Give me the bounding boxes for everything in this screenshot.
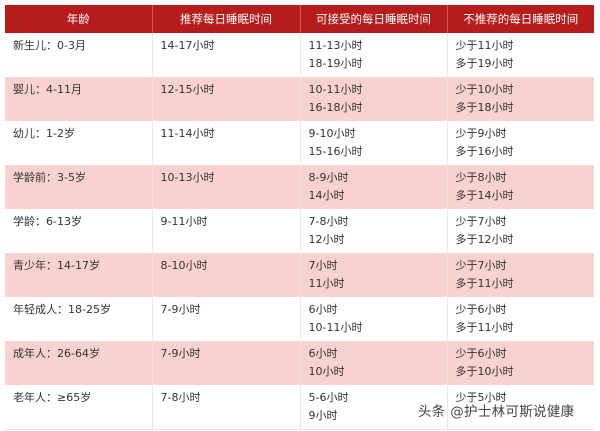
cell-acceptable: 11-13小时 18-19小时 (299, 33, 447, 77)
cell-not-recommended-line: 多于18小时 (455, 101, 514, 114)
cell-age: 婴儿：4-11月 (5, 77, 152, 121)
cell-acceptable-line: 10-11小时 (308, 321, 363, 334)
cell-age: 学龄：6-13岁 (5, 209, 152, 253)
cell-not-recommended: 少于5小时 (446, 385, 594, 430)
cell-acceptable-line: 11-13小时 (308, 39, 363, 52)
cell-not-recommended-line: 多于19小时 (455, 57, 514, 70)
cell-acceptable: 5-6小时 9小时 (299, 385, 447, 430)
header-recommended: 推荐每日睡眠时间 (151, 5, 300, 33)
cell-acceptable: 6小时 10小时 (299, 341, 447, 385)
cell-acceptable-line: 18-19小时 (308, 57, 363, 70)
cell-acceptable: 7-8小时 12小时 (299, 209, 447, 253)
cell-not-recommended: 少于7小时多于12小时 (446, 209, 594, 253)
table-row: 幼儿：1-2岁 11-14小时 9-10小时 15-16小时 少于9小时多于16小时 (5, 121, 594, 165)
cell-recommended: 10-13小时 (151, 165, 300, 209)
cell-not-recommended-line: 少于11小时 (455, 39, 514, 52)
table-row: 婴儿：4-11月 12-15小时 10-11小时 16-18小时 少于10小时 多于18小… (5, 77, 594, 121)
cell-not-recommended-line: 多于11小时 (455, 321, 514, 334)
cell-age: 年轻成人：18-25岁 (5, 297, 152, 341)
cell-age: 幼儿：1-2岁 (5, 121, 152, 165)
header-row: 年龄 推荐每日睡眠时间 可接受的每日睡眠时间 不推荐的每日睡眠时间 (5, 5, 594, 33)
cell-age: 青少年：14-17岁 (5, 253, 152, 297)
cell-recommended: 7-9小时 (151, 297, 300, 341)
cell-age: 学龄前：3-5岁 (5, 165, 152, 209)
cell-acceptable-line: 8-9小时 (308, 171, 349, 184)
cell-not-recommended-line: 少于5小时 (455, 391, 507, 404)
cell-not-recommended-line: 少于7小时 (455, 259, 507, 272)
cell-acceptable: 7小时 11小时 (299, 253, 447, 297)
cell-acceptable-line: 6小时 (308, 303, 338, 316)
cell-age: 新生儿：0-3月 (5, 33, 152, 77)
cell-not-recommended-line: 少于6小时 (455, 303, 507, 316)
cell-acceptable: 8-9小时 14小时 (299, 165, 447, 209)
cell-not-recommended: 少于9小时多于16小时 (446, 121, 594, 165)
cell-acceptable-line: 5-6小时 (308, 391, 349, 404)
cell-acceptable-line: 7小时 (308, 259, 338, 272)
cell-recommended: 8-10小时 (151, 253, 300, 297)
cell-not-recommended: 少于7小时多于11小时 (446, 253, 594, 297)
table-row: 年轻成人：18-25岁 7-9小时 6小时 10-11小时 少于6小时多于11小时 (5, 297, 594, 341)
sleep-duration-table: 年龄 推荐每日睡眠时间 可接受的每日睡眠时间 不推荐的每日睡眠时间 新生儿：0-… (5, 5, 594, 430)
cell-not-recommended: 少于6小时多于11小时 (446, 297, 594, 341)
cell-recommended: 9-11小时 (151, 209, 300, 253)
cell-not-recommended-line: 少于8小时 (455, 171, 507, 184)
table-row: 成年人：26-64岁 7-9小时 6小时 10小时 少于6小时多于10小时 (5, 341, 594, 385)
cell-acceptable-line: 14小时 (308, 189, 345, 202)
cell-acceptable-line: 10小时 (308, 365, 345, 378)
cell-acceptable-line: 12小时 (308, 233, 345, 246)
cell-acceptable: 9-10小时 15-16小时 (299, 121, 447, 165)
cell-not-recommended-line: 多于14小时 (455, 189, 514, 202)
cell-recommended: 14-17小时 (151, 33, 300, 77)
table-row: 学龄前：3-5岁 10-13小时 8-9小时 14小时 少于8小时多于14小时 (5, 165, 594, 209)
cell-recommended: 12-15小时 (151, 77, 300, 121)
header-acceptable: 可接受的每日睡眠时间 (299, 5, 447, 33)
cell-not-recommended-line: 多于16小时 (455, 145, 514, 158)
watermark: 头条 @护士林可斯说健康 (418, 404, 575, 420)
table-row: 老年人：≥65岁 7-8小时 5-6小时 9小时 少于5小时 (5, 385, 594, 430)
table-row: 新生儿：0-3月 14-17小时 11-13小时 18-19小时 少于11小时 多于19小… (5, 33, 594, 77)
cell-not-recommended: 少于6小时多于10小时 (446, 341, 594, 385)
cell-not-recommended: 少于11小时 多于19小时 (446, 33, 594, 77)
cell-recommended: 7-8小时 (151, 385, 300, 430)
cell-age: 成年人：26-64岁 (5, 341, 152, 385)
cell-acceptable: 6小时 10-11小时 (299, 297, 447, 341)
cell-not-recommended-line: 少于9小时 (455, 127, 507, 140)
cell-acceptable: 10-11小时 16-18小时 (299, 77, 447, 121)
cell-acceptable-line: 10-11小时 (308, 83, 363, 96)
cell-not-recommended-line: 少于6小时 (455, 347, 507, 360)
cell-acceptable-line: 16-18小时 (308, 101, 363, 114)
cell-not-recommended: 少于8小时多于14小时 (446, 165, 594, 209)
cell-not-recommended-line: 少于10小时 (455, 83, 514, 96)
cell-not-recommended-line: 少于7小时 (455, 215, 507, 228)
cell-not-recommended: 少于10小时 多于18小时 (446, 77, 594, 121)
table-row: 学龄：6-13岁 9-11小时 7-8小时 12小时 少于7小时多于12小时 (5, 209, 594, 253)
cell-acceptable-line: 9-10小时 (308, 127, 356, 140)
cell-acceptable-line: 7-8小时 (308, 215, 349, 228)
table-row: 青少年：14-17岁 8-10小时 7小时 11小时 少于7小时多于11小时 (5, 253, 594, 297)
cell-recommended: 11-14小时 (151, 121, 300, 165)
cell-recommended: 7-9小时 (151, 341, 300, 385)
cell-acceptable-line: 6小时 (308, 347, 338, 360)
header-not-recommended: 不推荐的每日睡眠时间 (446, 5, 594, 33)
cell-not-recommended-line: 多于10小时 (455, 365, 514, 378)
cell-not-recommended-line: 多于11小时 (455, 277, 514, 290)
header-age: 年龄 (5, 5, 152, 33)
cell-acceptable-line: 11小时 (308, 277, 345, 290)
cell-age: 老年人：≥65岁 (5, 385, 152, 430)
cell-acceptable-line: 9小时 (308, 409, 338, 422)
cell-not-recommended-line: 多于12小时 (455, 233, 514, 246)
cell-acceptable-line: 15-16小时 (308, 145, 363, 158)
